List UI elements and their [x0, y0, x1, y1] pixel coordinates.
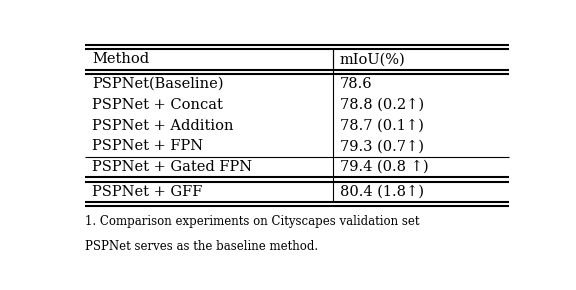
Text: 79.3 (0.7↑): 79.3 (0.7↑)	[340, 139, 424, 153]
Text: PSPNet + Gated FPN: PSPNet + Gated FPN	[92, 160, 252, 174]
Text: PSPNet + FPN: PSPNet + FPN	[92, 139, 203, 153]
Text: 79.4 (0.8 ↑): 79.4 (0.8 ↑)	[340, 160, 429, 174]
Text: 80.4 (1.8↑): 80.4 (1.8↑)	[340, 185, 424, 199]
Text: PSPNet serves as the baseline method.: PSPNet serves as the baseline method.	[85, 240, 319, 253]
Text: Method: Method	[92, 52, 149, 66]
Text: 78.6: 78.6	[340, 77, 373, 91]
Text: PSPNet(Baseline): PSPNet(Baseline)	[92, 77, 223, 91]
Text: mIoU(%): mIoU(%)	[340, 52, 406, 66]
Text: PSPNet + Concat: PSPNet + Concat	[92, 98, 223, 112]
Text: 78.7 (0.1↑): 78.7 (0.1↑)	[340, 119, 424, 133]
Text: PSPNet + GFF: PSPNet + GFF	[92, 185, 202, 199]
Text: 1. Comparison experiments on Cityscapes validation set: 1. Comparison experiments on Cityscapes …	[85, 215, 420, 228]
Text: PSPNet + Addition: PSPNet + Addition	[92, 119, 234, 133]
Text: 78.8 (0.2↑): 78.8 (0.2↑)	[340, 98, 424, 112]
